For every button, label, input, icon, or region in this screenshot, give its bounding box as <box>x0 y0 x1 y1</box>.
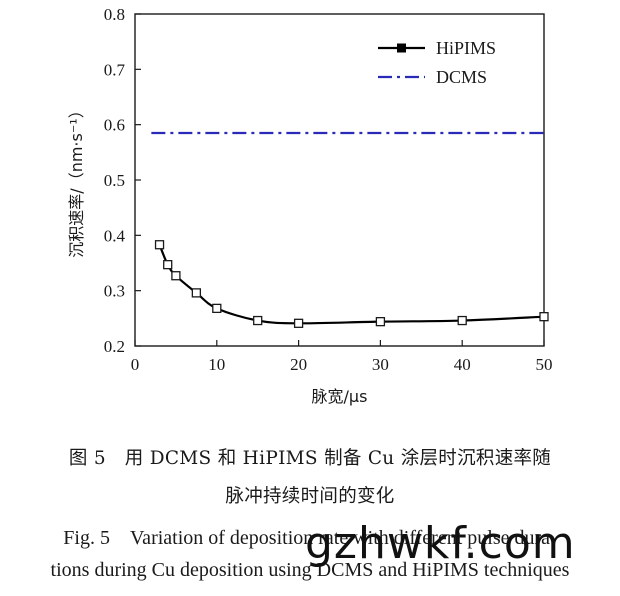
y-tick-label: 0.5 <box>104 171 125 190</box>
x-tick-label: 20 <box>290 355 307 374</box>
legend-dcms-label: DCMS <box>436 67 487 87</box>
hipims-data-point <box>212 303 222 314</box>
hipims-data-point <box>253 315 263 326</box>
x-tick-label: 10 <box>208 355 225 374</box>
legend-hipims-label: HiPIMS <box>436 38 496 58</box>
caption-cn-line1: 图 5 用 DCMS 和 HiPIMS 制备 Cu 涂层时沉积速率随 <box>68 448 552 469</box>
legend-hipims-marker <box>397 43 406 53</box>
y-tick-label: 0.4 <box>104 226 126 245</box>
hipims-data-point <box>539 312 549 322</box>
x-tick-label: 30 <box>372 355 389 374</box>
x-tick-label: 50 <box>536 355 553 374</box>
x-tick-label: 40 <box>454 355 471 374</box>
hipims-data-point <box>293 318 304 328</box>
y-tick-label: 0.7 <box>104 60 126 79</box>
hipims-data-point <box>154 240 165 250</box>
x-axis-label: 脉宽/μs <box>312 387 368 406</box>
y-tick-label: 0.2 <box>104 337 125 356</box>
y-tick-label: 0.8 <box>104 5 125 24</box>
hipims-data-point <box>171 271 181 281</box>
x-tick-label: 0 <box>131 355 140 374</box>
chart-legend: HiPIMS DCMS <box>378 38 496 87</box>
hipims-data-point <box>163 260 173 270</box>
y-tick-label: 0.3 <box>104 282 125 301</box>
hipims-data-point <box>191 288 202 298</box>
caption-en-line2: tions during Cu deposition using DCMS an… <box>50 559 570 581</box>
hipims-data-point <box>375 317 386 327</box>
hipims-data-point <box>457 315 467 326</box>
caption-en-line1: Fig. 5 Variation of deposition rate with… <box>63 527 557 549</box>
chart-series <box>151 131 549 328</box>
watermark: gzhwkf.com <box>305 518 576 569</box>
deposition-rate-chart: 0 10 20 30 40 50 0.2 0.3 0.4 0.5 0.6 0.7 0.8 脉宽/μs 沉… <box>67 5 553 406</box>
y-axis-label: 沉积速率/（nm·s⁻¹） <box>67 102 86 257</box>
chart-ticks: 0 10 20 30 40 50 0.2 0.3 0.4 0.5 0.6 0.7 0.8 <box>104 5 553 374</box>
y-tick-label: 0.6 <box>104 116 125 135</box>
caption-cn-line2: 脉冲持续时间的变化 <box>225 486 395 507</box>
